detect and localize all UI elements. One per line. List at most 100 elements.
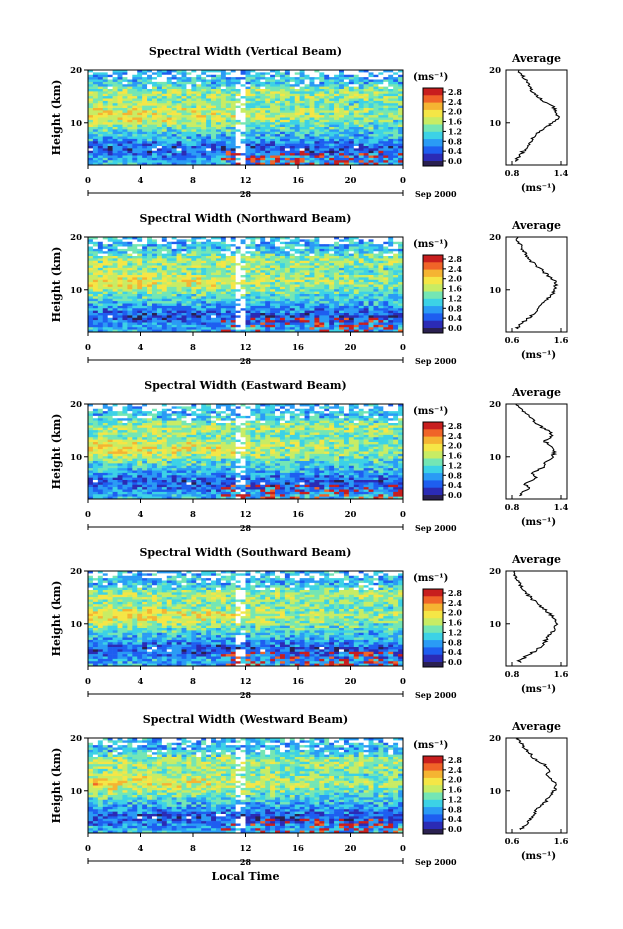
profile-title: Average	[511, 52, 561, 65]
colorbar-unit: (ms⁻¹)	[413, 72, 448, 83]
month-label: Sep 2000	[415, 857, 457, 867]
colorbar-segment	[423, 640, 443, 648]
date-label: 28	[240, 523, 252, 533]
y-tick-label: 20	[70, 567, 82, 577]
colorbar-segment	[423, 88, 443, 96]
panel-title: Spectral Width (Southward Beam)	[139, 546, 351, 559]
colorbar-segment	[423, 451, 443, 459]
colorbar-segment	[423, 255, 443, 263]
x-tick-label: 8	[190, 343, 196, 353]
colorbar-tick-label: 0.8	[448, 470, 462, 480]
colorbar-tick-label: 2.0	[448, 608, 462, 618]
x-tick-label: 20	[345, 343, 357, 353]
colorbar-segment	[423, 313, 443, 322]
profile-x-tick-label: 0.8	[505, 503, 520, 513]
heatmap	[88, 70, 404, 166]
colorbar-tick-label: 1.2	[448, 126, 462, 136]
colorbar-segment	[423, 465, 443, 474]
colorbar-segment	[423, 799, 443, 808]
profile-x-tick-label: 1.6	[554, 670, 569, 680]
y-tick-label: 10	[70, 787, 82, 797]
panel-2: Spectral Width (Eastward Beam) 20 10 Height…	[50, 379, 568, 533]
x-tick-label: 0	[400, 176, 406, 186]
heatmap	[88, 404, 404, 500]
colorbar-tick-label: 2.8	[448, 87, 462, 97]
colorbar-segment	[423, 117, 443, 125]
colorbar-tick-label: 0.0	[448, 156, 462, 166]
colorbar-tick-label: 0.0	[448, 657, 462, 667]
profile-title: Average	[511, 219, 561, 232]
colorbar-tick-label: 0.8	[448, 303, 462, 313]
x-tick-label: 0	[85, 510, 91, 520]
colorbar-segment	[423, 777, 443, 786]
colorbar-segment	[423, 807, 443, 815]
colorbar-segment	[423, 124, 443, 133]
profile-y-tick-label: 10	[489, 119, 501, 129]
colorbar-tick-label: 0.4	[448, 814, 462, 824]
colorbar-tick-label: 2.4	[448, 598, 462, 608]
colorbar-segment	[423, 102, 443, 111]
profile-title: Average	[511, 386, 561, 399]
colorbar-tick-label: 1.6	[448, 451, 462, 461]
x-tick-label: 0	[85, 844, 91, 854]
y-tick-label: 20	[70, 233, 82, 243]
panel-title: Spectral Width (Vertical Beam)	[149, 45, 342, 58]
panel-title: Spectral Width (Westward Beam)	[143, 713, 348, 726]
y-tick-label: 10	[70, 453, 82, 463]
x-tick-label: 8	[190, 510, 196, 520]
profile-line	[512, 570, 559, 664]
colorbar-segment	[423, 443, 443, 452]
colorbar-unit: (ms⁻¹)	[413, 239, 448, 250]
colorbar-tick-label: 0.8	[448, 804, 462, 814]
colorbar-below-min	[423, 328, 443, 333]
month-label: Sep 2000	[415, 356, 457, 366]
panel-4: Spectral Width (Westward Beam) 20 10 Height…	[50, 713, 568, 867]
x-tick-label: 12	[240, 510, 252, 520]
colorbar-segment	[423, 647, 443, 656]
panel-1: Spectral Width (Northward Beam) 20 10 Heigh…	[50, 212, 568, 366]
colorbar-tick-label: 1.2	[448, 293, 462, 303]
colorbar-frame	[422, 421, 444, 501]
colorbar-segment	[423, 298, 443, 307]
profile-x-tick-label: 1.6	[554, 336, 569, 346]
profile-unit: (ms⁻¹)	[521, 684, 556, 695]
heatmap	[88, 571, 404, 667]
profile-frame	[505, 737, 568, 834]
x-tick-label: 8	[190, 844, 196, 854]
panel-title: Spectral Width (Northward Beam)	[140, 212, 352, 225]
colorbar-tick-label: 2.4	[448, 765, 462, 775]
colorbar-segment	[423, 610, 443, 619]
profile-frame	[505, 403, 568, 500]
colorbar-segment	[423, 596, 443, 604]
x-tick-label: 12	[240, 844, 252, 854]
heatmap	[88, 738, 404, 834]
colorbar-tick-label: 0.0	[448, 490, 462, 500]
x-tick-label: 8	[190, 176, 196, 186]
colorbar-segment	[423, 480, 443, 489]
x-tick-label: 20	[345, 510, 357, 520]
x-tick-label: 16	[292, 677, 304, 687]
x-tick-label: 16	[292, 510, 304, 520]
colorbar-tick-label: 1.6	[448, 284, 462, 294]
colorbar-segment	[423, 269, 443, 278]
colorbar-tick-label: 2.8	[448, 421, 462, 431]
colorbar-frame	[422, 87, 444, 167]
colorbar-segment	[423, 291, 443, 300]
colorbar-frame	[422, 588, 444, 668]
x-tick-label: 16	[292, 176, 304, 186]
colorbar-segment	[423, 618, 443, 626]
colorbar-segment	[423, 95, 443, 103]
profile-x-tick-label: 0.8	[505, 670, 520, 680]
colorbar-tick-label: 2.4	[448, 264, 462, 274]
x-tick-label: 4	[138, 343, 144, 353]
colorbar-segment	[423, 422, 443, 430]
profile-title: Average	[511, 720, 561, 733]
x-tick-label: 4	[138, 176, 144, 186]
colorbar-tick-label: 0.8	[448, 637, 462, 647]
x-tick-label: 12	[240, 343, 252, 353]
colorbar-segment	[423, 146, 443, 155]
x-tick-label: 0	[400, 844, 406, 854]
y-tick-label: 20	[70, 400, 82, 410]
colorbar-tick-label: 1.2	[448, 627, 462, 637]
